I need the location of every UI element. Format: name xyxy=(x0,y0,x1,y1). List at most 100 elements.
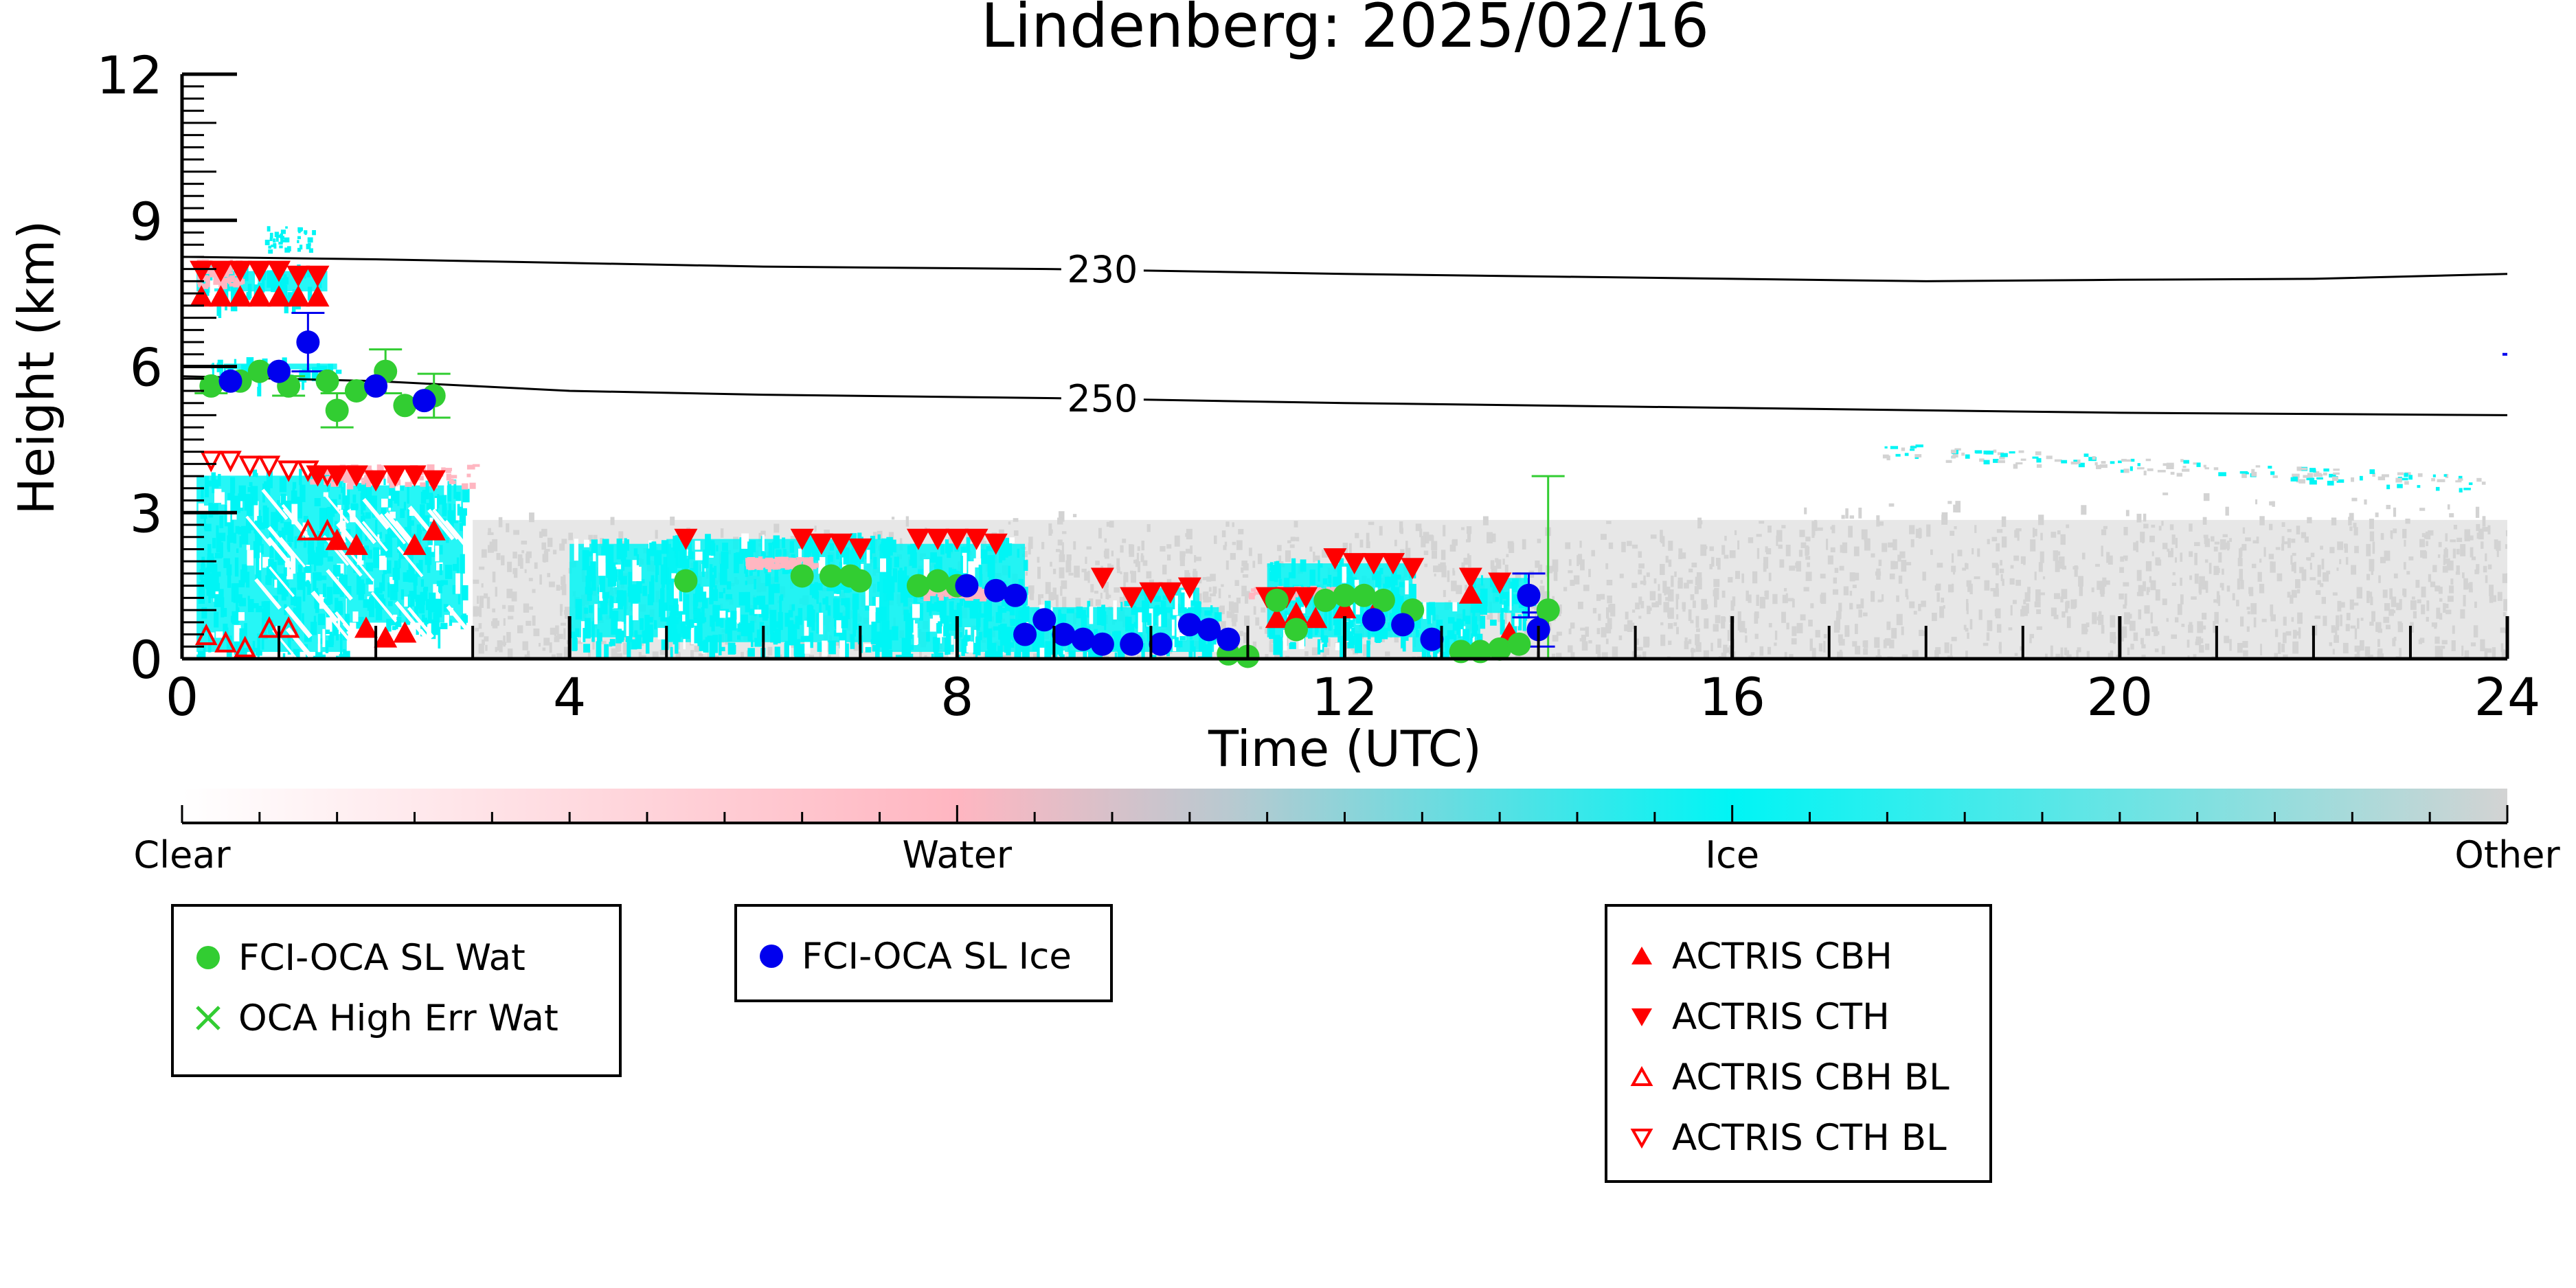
fci-oca-sl-ice-point xyxy=(1149,632,1173,656)
actris-cbh-point xyxy=(422,519,446,541)
contour-line-250 xyxy=(182,375,2507,416)
actris-cth-point xyxy=(1401,558,1425,580)
actris-cth-bl-point xyxy=(297,460,319,482)
actris-cth-point xyxy=(403,465,427,487)
actris-cbh-point xyxy=(344,533,368,555)
actris-cbh-bl-point xyxy=(297,519,319,541)
actris-cth-bl-point xyxy=(316,465,339,487)
actris-cth-point xyxy=(1177,577,1201,599)
actris-cth-point xyxy=(383,465,407,487)
actris-cth-bl-point xyxy=(200,451,223,473)
actris-cth-point xyxy=(364,470,388,492)
actris-cth-point xyxy=(674,528,698,550)
actris-cbh-point xyxy=(374,626,398,648)
fci-oca-sl-ice-point xyxy=(296,330,320,354)
contour-label-230: 230 xyxy=(1067,248,1138,291)
x-tick-label: 8 xyxy=(940,666,973,727)
legend-item-fci-oca-sl-wat: FCI-OCA SL Wat xyxy=(193,936,526,979)
fci-oca-sl-ice-point xyxy=(1090,632,1114,656)
contour-label-250: 250 xyxy=(1067,377,1138,420)
fci-oca-sl-wat-point xyxy=(1507,632,1531,656)
legend-item-actris-cbh-bl: ACTRIS CBH BL xyxy=(1627,1057,1950,1098)
legend-water: FCI-OCA SL Wat OCA High Err Wat xyxy=(171,904,622,1077)
fci-oca-sl-ice-point xyxy=(1003,583,1027,607)
fci-oca-sl-wat-point xyxy=(199,374,223,398)
fci-oca-sl-wat-point xyxy=(674,569,698,593)
y-tick-label: 0 xyxy=(130,629,163,690)
actris-cth-point xyxy=(1120,587,1144,609)
x-axis-label: Time (UTC) xyxy=(1208,720,1482,778)
fci-oca-sl-ice-point xyxy=(1013,622,1037,646)
colorbar-label: Other xyxy=(2454,833,2560,877)
actris-cth-point xyxy=(1323,548,1347,570)
colorbar-label: Water xyxy=(903,833,1013,877)
fci-oca-sl-wat-point xyxy=(790,564,814,588)
actris-cth-point xyxy=(906,528,930,550)
temperature-contours: 230 250 xyxy=(182,248,2507,420)
legend-label: FCI-OCA SL Wat xyxy=(238,936,526,979)
legend-label: OCA High Err Wat xyxy=(238,997,558,1039)
fci-oca-sl-ice-point xyxy=(1177,613,1201,637)
x-tick-label: 20 xyxy=(2086,666,2153,727)
actris-cbh-point xyxy=(354,616,378,638)
fci-oca-sl-ice-point xyxy=(1362,608,1386,632)
fci-oca-sl-wat-point xyxy=(247,359,271,383)
actris-cbh-point xyxy=(1304,607,1328,629)
legend-item-actris-cbh: ACTRIS CBH xyxy=(1627,935,1893,978)
actris-cth-point xyxy=(790,528,814,550)
actris-cbh-point xyxy=(1333,597,1357,619)
actris-cbh-bl-point xyxy=(234,635,256,657)
actris-cth-bl-point xyxy=(277,460,300,482)
axes: 0 3 6 9 12 0 4 8 12 16 20 24 xyxy=(96,45,2540,727)
actris-cth-point xyxy=(344,465,368,487)
fci-oca-sl-ice-point xyxy=(1071,627,1095,651)
actris-cbh-point xyxy=(247,285,271,307)
actris-cbh-point xyxy=(393,621,417,643)
colorbar-label: Clear xyxy=(133,833,231,877)
actris-cth-point xyxy=(1362,553,1386,575)
actris-cbh-point xyxy=(228,285,252,307)
fci-oca-sl-wat-point xyxy=(1333,583,1357,607)
fci-oca-sl-wat-point xyxy=(926,569,950,593)
fci-oca-sl-ice-point xyxy=(1197,618,1221,642)
actris-cth-point xyxy=(964,528,988,550)
fci-oca-sl-ice-point xyxy=(984,578,1008,602)
actris-cth-point xyxy=(190,260,214,282)
red-open-triangle-up-icon xyxy=(1630,1065,1653,1086)
fci-oca-sl-ice-point xyxy=(1217,627,1241,651)
x-tick-label: 24 xyxy=(2474,666,2541,727)
legend-item-oca-high-err-wat: OCA High Err Wat xyxy=(193,997,558,1039)
legend-label: ACTRIS CBH xyxy=(1672,935,1893,978)
actris-cth-point xyxy=(1458,567,1482,589)
fci-oca-sl-ice-point xyxy=(1052,622,1076,646)
fci-oca-sl-ice-point xyxy=(955,574,979,598)
actris-cbh-point xyxy=(1458,582,1482,604)
legend-label: ACTRIS CBH BL xyxy=(1672,1056,1950,1098)
actris-cth-point xyxy=(848,538,872,560)
actris-cth-point xyxy=(809,533,833,555)
fci-oca-sl-wat-point xyxy=(1265,588,1289,612)
fci-oca-sl-wat-point xyxy=(344,379,368,403)
fci-oca-sl-ice-point xyxy=(1517,583,1541,607)
fci-oca-sl-ice-point xyxy=(412,389,436,413)
fci-oca-sl-wat-point xyxy=(848,569,872,593)
actris-cth-point xyxy=(945,528,969,550)
actris-cth-point xyxy=(1294,587,1318,609)
red-triangle-up-icon xyxy=(1631,947,1652,964)
legend-ice: FCI-OCA SL Ice xyxy=(734,904,1113,1002)
fci-oca-sl-wat-point xyxy=(393,394,417,418)
actris-cth-point xyxy=(209,260,233,282)
contour-line-230 xyxy=(182,256,2507,282)
x-tick-label: 4 xyxy=(553,666,586,727)
fci-oca-sl-wat-point xyxy=(325,398,349,422)
y-tick-label: 12 xyxy=(96,45,163,106)
actris-cbh-point xyxy=(190,285,214,307)
legend-item-actris-cth-bl: ACTRIS CTH BL xyxy=(1627,1117,1947,1159)
fci-oca-sl-ice-point xyxy=(1391,613,1415,637)
actris-cth-point xyxy=(1381,553,1405,575)
actris-cth-point xyxy=(1090,567,1114,589)
actris-cbh-bl-point xyxy=(316,519,339,541)
colorbar: Clear Water Ice Other xyxy=(133,789,2560,877)
fci-oca-sl-ice-point xyxy=(1420,627,1444,651)
